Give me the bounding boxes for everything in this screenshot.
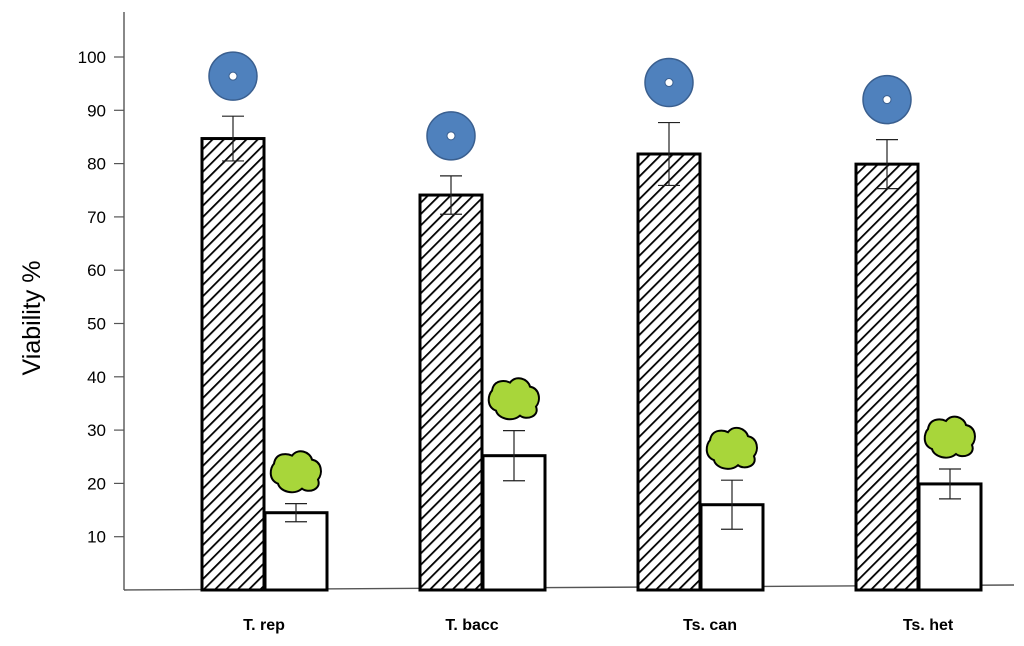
blue-circle-center-icon <box>446 131 456 141</box>
y-tick-label: 20 <box>87 474 106 493</box>
bar <box>263 511 329 592</box>
bar <box>699 503 765 592</box>
bar <box>917 482 983 592</box>
green-blob-icon <box>705 426 758 470</box>
blue-circle-center-icon <box>664 78 674 88</box>
blue-circle-center-icon <box>228 71 238 81</box>
category-label: Ts. can <box>683 617 737 634</box>
green-blob-icon <box>487 377 540 421</box>
y-tick-label: 90 <box>87 101 106 120</box>
y-tick-label: 80 <box>87 155 106 174</box>
bar <box>200 137 266 592</box>
y-axis-ticks: 10 20 30 40 50 60 70 80 90 100 <box>78 48 124 547</box>
category-label: Ts. het <box>903 617 954 634</box>
category-labels: T. rep T. bacc Ts. can Ts. het <box>243 617 954 634</box>
bar-marks <box>200 51 983 592</box>
bar <box>636 152 702 592</box>
category-label: T. rep <box>243 617 285 634</box>
green-blob-icon <box>269 450 322 494</box>
y-tick-label: 70 <box>87 208 106 227</box>
y-axis-title: Viability % <box>18 261 46 376</box>
category-label: T. bacc <box>445 617 498 634</box>
bar <box>854 162 920 592</box>
y-tick-label: 100 <box>78 48 106 67</box>
y-tick-label: 30 <box>87 421 106 440</box>
y-tick-label: 10 <box>87 528 106 547</box>
y-tick-label: 60 <box>87 261 106 280</box>
green-blob-icon <box>923 415 976 459</box>
y-tick-label: 40 <box>87 368 106 387</box>
bar <box>418 193 484 592</box>
y-tick-label: 50 <box>87 315 106 334</box>
blue-circle-center-icon <box>882 95 892 105</box>
